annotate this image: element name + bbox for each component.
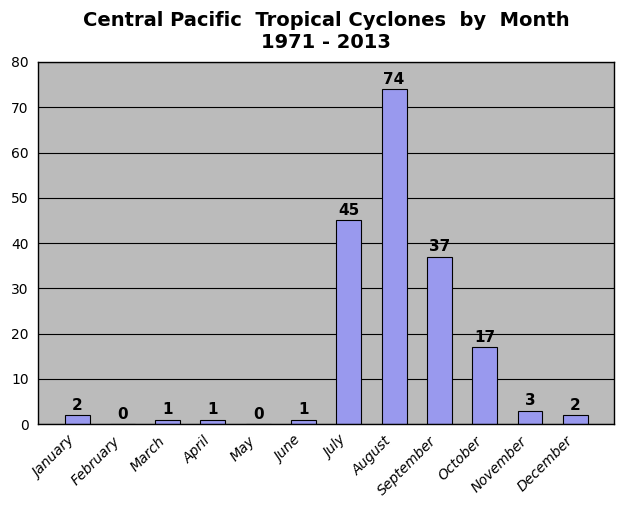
Text: 0: 0 xyxy=(117,407,128,422)
Text: 2: 2 xyxy=(570,398,581,413)
Bar xyxy=(563,415,588,424)
Text: 2: 2 xyxy=(72,398,82,413)
Bar xyxy=(64,415,89,424)
Bar xyxy=(336,220,361,424)
Bar xyxy=(382,89,407,424)
Bar xyxy=(291,419,316,424)
Text: 1: 1 xyxy=(298,403,309,417)
Text: 1: 1 xyxy=(162,403,173,417)
Bar xyxy=(472,347,497,424)
Text: 37: 37 xyxy=(429,239,450,254)
Bar xyxy=(155,419,180,424)
Text: 17: 17 xyxy=(474,330,495,345)
Bar xyxy=(427,257,452,424)
Text: 1: 1 xyxy=(208,403,218,417)
Text: 74: 74 xyxy=(384,72,405,87)
Bar xyxy=(201,419,226,424)
Text: 3: 3 xyxy=(524,393,535,408)
Text: 45: 45 xyxy=(338,203,359,218)
Text: 0: 0 xyxy=(253,407,264,422)
Title: Central Pacific  Tropical Cyclones  by  Month
1971 - 2013: Central Pacific Tropical Cyclones by Mon… xyxy=(83,11,569,52)
Bar xyxy=(518,411,542,424)
